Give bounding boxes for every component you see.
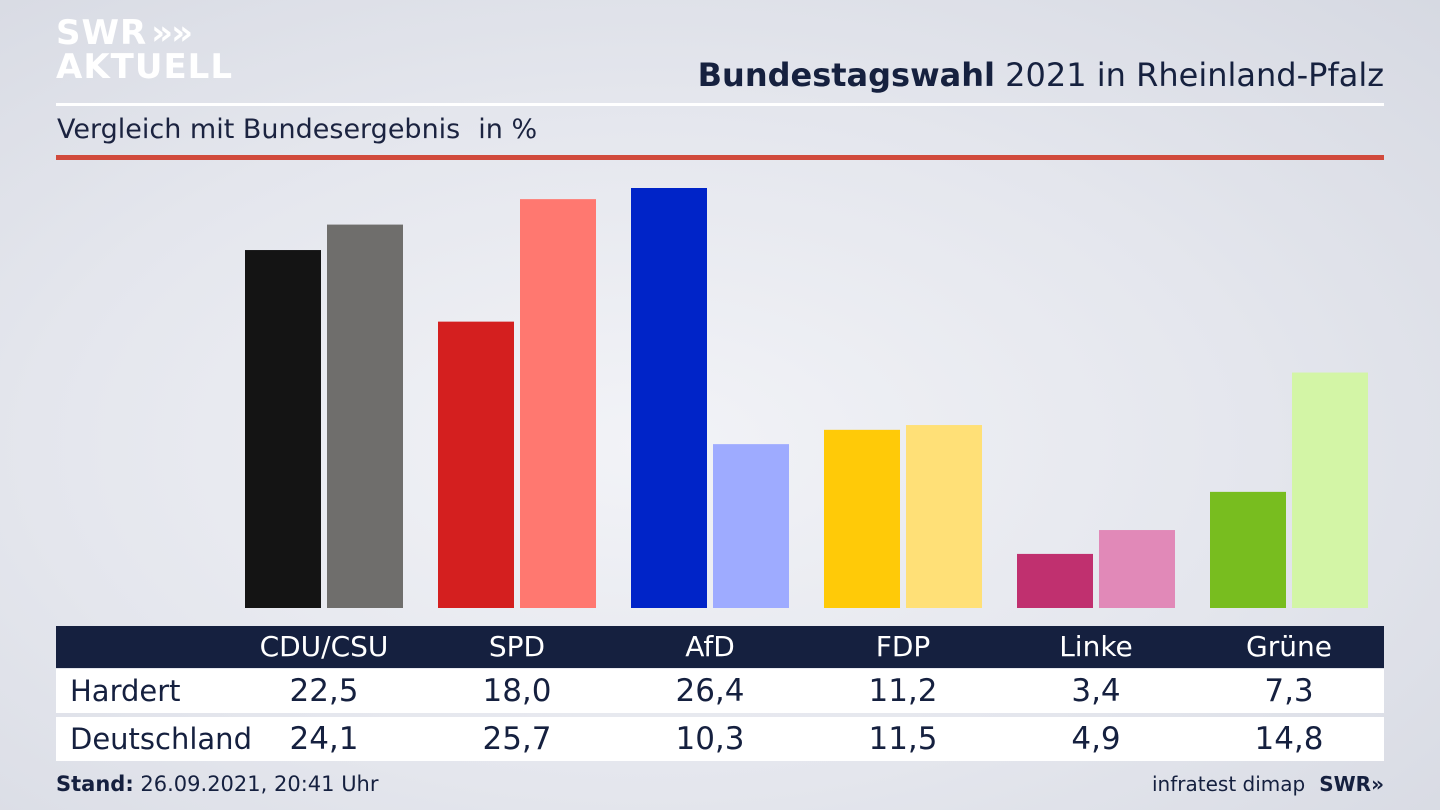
column-header-gr-ne: Grüne [1246, 630, 1332, 663]
swr-footer-logo: SWR» [1319, 772, 1384, 796]
bar-afd-deutschland [713, 444, 789, 608]
column-header-afd: AfD [685, 630, 735, 663]
column-header-linke: Linke [1059, 630, 1133, 663]
bar-linke-deutschland [1099, 530, 1175, 608]
stand-label: Stand: [56, 772, 134, 796]
bar-gr-ne-deutschland [1292, 372, 1368, 608]
value-deutschland-gr-ne: 14,8 [1254, 721, 1324, 757]
table-row: Deutschland 24,1 25,7 10,3 11,5 4,9 14,8 [56, 717, 1384, 761]
row-label-deutschland: Deutschland [70, 722, 252, 756]
column-header-fdp: FDP [875, 630, 931, 663]
value-hardert-afd: 26,4 [675, 673, 745, 709]
bar-fdp-deutschland [906, 425, 982, 608]
table-row: Hardert 22,5 18,0 26,4 11,2 3,4 7,3 [56, 669, 1384, 713]
bar-fdp-hardert [824, 429, 900, 608]
column-header-spd: SPD [488, 630, 546, 663]
title-bold: Bundestagswahl [697, 56, 995, 94]
value-deutschland-linke: 4,9 [1071, 721, 1121, 757]
bar-spd-deutschland [520, 199, 596, 609]
logo-swr-text: SWR [56, 13, 148, 53]
subtitle-text: Vergleich mit Bundesergebnis [57, 114, 461, 145]
row-label-hardert: Hardert [70, 674, 181, 708]
logo-aktuell-text: AKTUELL [56, 47, 234, 87]
bar-afd-hardert [631, 188, 707, 608]
accent-divider [56, 155, 1384, 160]
chart-subtitle: Vergleich mit Bundesergebnis in % [57, 114, 537, 145]
column-header-cdu-csu: CDU/CSU [259, 630, 389, 663]
source-text: infratest dimap [1152, 772, 1306, 796]
bar-cdu-csu-hardert [245, 250, 321, 608]
value-deutschland-spd: 25,7 [482, 721, 552, 757]
value-deutschland-cdu-csu: 24,1 [289, 721, 359, 757]
value-hardert-linke: 3,4 [1071, 673, 1121, 709]
unit-label: in % [478, 114, 538, 145]
value-hardert-cdu-csu: 22,5 [289, 673, 359, 709]
value-hardert-fdp: 11,2 [868, 673, 938, 709]
bar-cdu-csu-deutschland [327, 224, 403, 608]
title-divider [56, 103, 1384, 106]
bar-spd-hardert [438, 321, 514, 608]
page-title: Bundestagswahl 2021 in Rheinland-Pfalz [698, 56, 1384, 94]
timestamp: Stand: 26.09.2021, 20:41 Uhr [56, 772, 379, 796]
value-deutschland-fdp: 11,5 [868, 721, 938, 757]
swr-aktuell-logo: SWR»» AKTUELL [56, 16, 233, 84]
value-hardert-gr-ne: 7,3 [1264, 673, 1314, 709]
bar-gr-ne-hardert [1210, 491, 1286, 608]
table-header: CDU/CSU SPD AfD FDP Linke Grüne [56, 626, 1384, 668]
value-hardert-spd: 18,0 [482, 673, 552, 709]
bar-linke-hardert [1017, 553, 1093, 608]
stand-value: 26.09.2021, 20:41 Uhr [140, 772, 379, 796]
bar-chart [245, 188, 1368, 609]
title-rest: 2021 in Rheinland-Pfalz [1005, 56, 1384, 94]
source-credit: infratest dimap SWR» [1152, 772, 1384, 796]
value-deutschland-afd: 10,3 [675, 721, 745, 757]
